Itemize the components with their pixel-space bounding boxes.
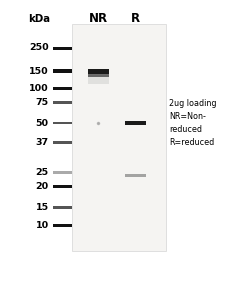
- Bar: [53, 224, 72, 227]
- Text: 250: 250: [29, 44, 49, 52]
- Text: NR: NR: [89, 12, 108, 25]
- Bar: [53, 171, 72, 174]
- Bar: [53, 206, 72, 209]
- Bar: [125, 121, 146, 125]
- Bar: [87, 74, 109, 76]
- Text: 2ug loading
NR=Non-
reduced
R=reduced: 2ug loading NR=Non- reduced R=reduced: [169, 99, 217, 147]
- Bar: [53, 69, 72, 73]
- Text: 37: 37: [35, 138, 49, 147]
- Text: 15: 15: [35, 203, 49, 212]
- Bar: [53, 46, 72, 50]
- Text: 75: 75: [35, 98, 49, 107]
- Text: kDa: kDa: [29, 14, 51, 24]
- Text: 50: 50: [35, 118, 49, 127]
- Bar: [53, 101, 72, 104]
- Bar: [87, 69, 109, 74]
- Bar: [125, 174, 146, 177]
- Text: 25: 25: [35, 168, 49, 177]
- Text: 100: 100: [29, 84, 49, 93]
- Text: R: R: [131, 12, 140, 25]
- Bar: [87, 75, 109, 84]
- Bar: [53, 87, 72, 90]
- Bar: [53, 122, 72, 124]
- Bar: [53, 185, 72, 188]
- Text: 20: 20: [35, 182, 49, 191]
- Text: 150: 150: [29, 67, 49, 76]
- Text: 10: 10: [35, 221, 49, 230]
- Bar: [72, 24, 166, 250]
- Bar: [53, 141, 72, 144]
